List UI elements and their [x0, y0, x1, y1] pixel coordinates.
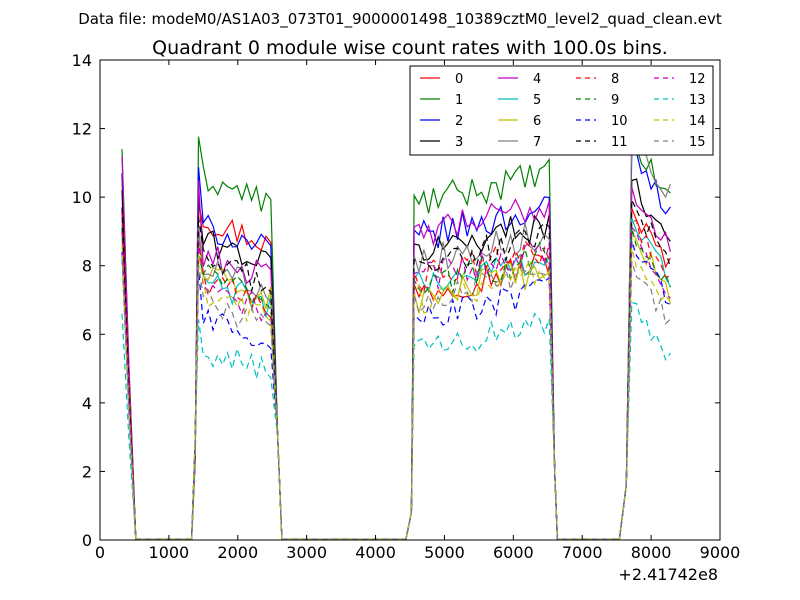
x-tick-label: 5000: [424, 543, 465, 562]
y-tick-label: 12: [72, 120, 92, 139]
legend-label: 11: [611, 135, 628, 150]
legend-label: 3: [455, 135, 463, 150]
figure-suptitle: Data file: modeM0/AS1A03_073T01_90000014…: [78, 10, 722, 29]
x-tick-label: 0: [95, 543, 105, 562]
legend-label: 10: [611, 114, 628, 129]
x-tick-label: 4000: [355, 543, 396, 562]
series-line-12: [121, 225, 671, 540]
series-line-11: [121, 199, 671, 540]
x-tick-label: 6000: [493, 543, 534, 562]
legend-label: 7: [533, 135, 541, 150]
legend-label: 4: [533, 72, 541, 87]
axis-ticks: 0 1000 2000 3000 4000 5000 6000 7000 8000 9000 0 2 4…: [72, 51, 741, 562]
legend-label: 0: [455, 72, 463, 87]
y-tick-label: 2: [82, 462, 92, 481]
legend-label: 14: [689, 114, 706, 129]
legend-label: 2: [455, 114, 463, 129]
y-tick-label: 10: [72, 188, 92, 207]
legend-label: 1: [455, 93, 463, 108]
legend-label: 6: [533, 114, 541, 129]
series-line-15: [121, 258, 671, 540]
y-tick-label: 8: [82, 257, 92, 276]
chart-title: Quadrant 0 module wise count rates with …: [152, 37, 668, 59]
x-tick-label: 1000: [149, 543, 190, 562]
x-offset-label: +2.41742e8: [618, 565, 718, 584]
legend-label: 9: [611, 93, 619, 108]
series-line-8: [121, 210, 671, 540]
legend-label: 15: [689, 135, 706, 150]
legend-frame: [409, 65, 714, 156]
legend-label: 12: [689, 72, 706, 87]
x-tick-label: 7000: [562, 543, 603, 562]
y-tick-label: 0: [82, 531, 92, 550]
legend-label: 13: [689, 93, 706, 108]
x-tick-label: 2000: [217, 543, 258, 562]
legend-label: 8: [611, 72, 619, 87]
y-tick-label: 14: [72, 51, 92, 70]
series-lines: [121, 130, 671, 540]
y-tick-label: 6: [82, 325, 92, 344]
x-tick-label: 8000: [631, 543, 672, 562]
plot-frame: [99, 59, 721, 541]
x-tick-label: 9000: [700, 543, 741, 562]
x-tick-label: 3000: [286, 543, 327, 562]
y-tick-label: 4: [82, 394, 92, 413]
legend-label: 5: [533, 93, 541, 108]
